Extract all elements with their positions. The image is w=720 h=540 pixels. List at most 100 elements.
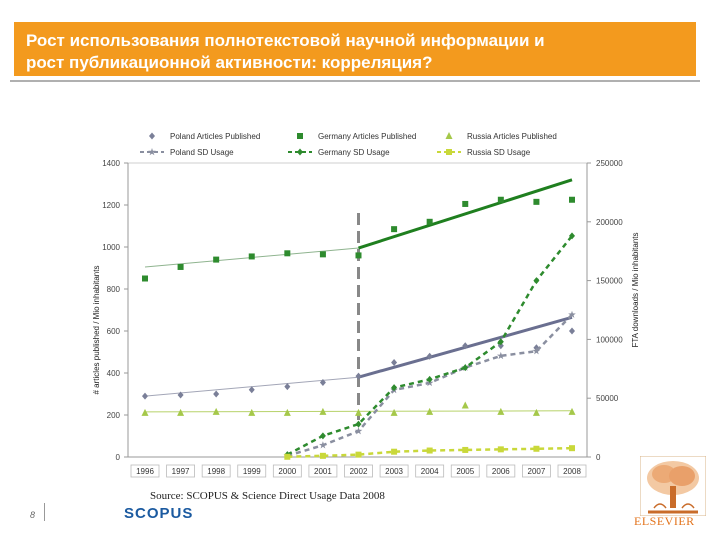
y-tick-label-right: 200000 — [596, 218, 623, 227]
x-tick-label: 1998 — [207, 467, 225, 476]
point-russia-articles-published — [497, 407, 505, 415]
point-poland-sd-usage — [354, 427, 363, 435]
x-tick-box — [237, 464, 267, 478]
point-germany-sd-usage — [355, 420, 362, 428]
y-axis-label-left: # articles published / Mio inhabitants — [92, 266, 101, 395]
point-poland-sd-usage — [319, 441, 327, 449]
point-poland-sd-usage — [568, 310, 576, 318]
point-germany-sd-usage — [426, 375, 433, 383]
point-germany-articles-published — [426, 218, 433, 225]
x-tick-box — [379, 464, 409, 478]
legend-marker-russia-articles-published — [445, 132, 453, 139]
x-tick-label: 2007 — [528, 467, 546, 476]
y-tick-label-right: 150000 — [596, 277, 623, 286]
x-tick-box — [415, 464, 445, 478]
point-russia-sd-usage — [319, 452, 326, 459]
point-germany-articles-published — [462, 200, 469, 207]
point-germany-sd-usage — [569, 232, 575, 240]
point-russia-sd-usage — [284, 453, 291, 460]
point-russia-articles-published — [141, 408, 149, 416]
x-tick-box — [166, 464, 195, 478]
x-tick-box — [272, 464, 302, 478]
slide-title-line-1: Рост использования полнотекстовой научно… — [26, 31, 545, 50]
legend-marker-poland-articles-published — [149, 132, 155, 140]
page-number: 8 — [30, 510, 36, 520]
x-tick-box — [344, 464, 373, 478]
x-tick-label: 2006 — [492, 467, 510, 476]
x-tick-box — [486, 464, 516, 478]
title-bar — [10, 22, 700, 82]
x-tick-label: 2005 — [456, 467, 474, 476]
point-russia-articles-published — [212, 407, 220, 415]
trend-line — [358, 178, 573, 250]
x-tick-label: 1996 — [136, 467, 154, 476]
point-russia-sd-usage — [355, 451, 362, 458]
point-germany-articles-published — [213, 256, 220, 263]
legend-marker-poland-sd-usage — [148, 148, 156, 156]
point-poland-articles-published — [569, 327, 575, 335]
x-tick-label: 2004 — [421, 467, 439, 476]
point-germany-articles-published — [391, 226, 398, 233]
y-tick-label-right: 100000 — [596, 335, 623, 344]
legend-marker-germany-sd-usage — [297, 148, 303, 156]
series-line-germany-sd-usage — [286, 235, 573, 456]
point-poland-sd-usage — [532, 347, 541, 355]
legend-label-poland-sd-usage: Poland SD Usage — [170, 148, 234, 157]
point-germany-sd-usage — [497, 338, 504, 346]
y-tick-label-left: 800 — [107, 285, 121, 294]
elsevier-tree-icon — [640, 456, 706, 516]
point-germany-articles-published — [284, 250, 291, 257]
point-germany-articles-published — [142, 275, 148, 282]
y-tick-label-right: 50000 — [596, 394, 619, 403]
footer-divider — [44, 503, 45, 521]
y-tick-label-left: 600 — [107, 327, 121, 336]
y-tick-label-left: 1400 — [102, 159, 120, 168]
point-germany-articles-published — [355, 252, 362, 259]
x-tick-label: 2001 — [314, 467, 332, 476]
y-tick-label-right: 0 — [596, 453, 601, 462]
legend-marker-germany-articles-published — [297, 133, 303, 139]
x-tick-label: 2003 — [385, 467, 403, 476]
point-poland-articles-published — [319, 378, 326, 386]
point-germany-articles-published — [248, 253, 255, 260]
point-russia-sd-usage — [569, 445, 575, 452]
y-axis-label-right: FTA downloads / Mio inhabitants — [631, 232, 640, 347]
legend-label-russia-sd-usage: Russia SD Usage — [467, 148, 531, 157]
x-tick-label: 2000 — [278, 467, 296, 476]
point-russia-articles-published — [426, 407, 434, 415]
point-poland-articles-published — [284, 383, 291, 391]
scopus-logo: SCOPUS — [124, 505, 194, 522]
legend-label-poland-articles-published: Poland Articles Published — [170, 132, 260, 141]
source-note: Source: SCOPUS & Science Direct Usage Da… — [150, 490, 385, 502]
point-russia-articles-published — [532, 408, 540, 416]
y-tick-label-right: 250000 — [596, 159, 623, 168]
point-germany-articles-published — [497, 196, 504, 203]
point-poland-sd-usage — [497, 351, 505, 360]
point-russia-articles-published — [568, 407, 576, 415]
point-germany-sd-usage — [462, 364, 469, 372]
point-poland-articles-published — [213, 390, 220, 398]
point-poland-articles-published — [248, 386, 255, 394]
x-tick-box — [522, 464, 551, 478]
point-russia-sd-usage — [462, 446, 469, 453]
title-bar-shadow — [10, 80, 700, 82]
point-germany-articles-published — [319, 251, 326, 258]
y-tick-label-left: 400 — [107, 369, 121, 378]
x-tick-label: 1999 — [243, 467, 261, 476]
point-russia-articles-published — [283, 408, 291, 416]
x-tick-label: 1997 — [172, 467, 190, 476]
x-tick-box — [130, 464, 160, 478]
y-tick-label-left: 1000 — [102, 243, 120, 252]
point-germany-sd-usage — [319, 432, 326, 440]
x-tick-box — [557, 464, 587, 478]
point-germany-articles-published — [569, 196, 575, 203]
legend-marker-russia-sd-usage — [446, 149, 452, 155]
point-russia-articles-published — [461, 401, 469, 409]
point-germany-sd-usage — [533, 277, 540, 285]
point-russia-articles-published — [248, 408, 256, 416]
slide-title-line-2: рост публикационной активности: корреляц… — [26, 53, 433, 72]
y-tick-label-left: 200 — [107, 411, 121, 420]
point-poland-articles-published — [142, 392, 148, 400]
x-tick-label: 2008 — [563, 467, 581, 476]
point-germany-sd-usage — [391, 384, 398, 392]
